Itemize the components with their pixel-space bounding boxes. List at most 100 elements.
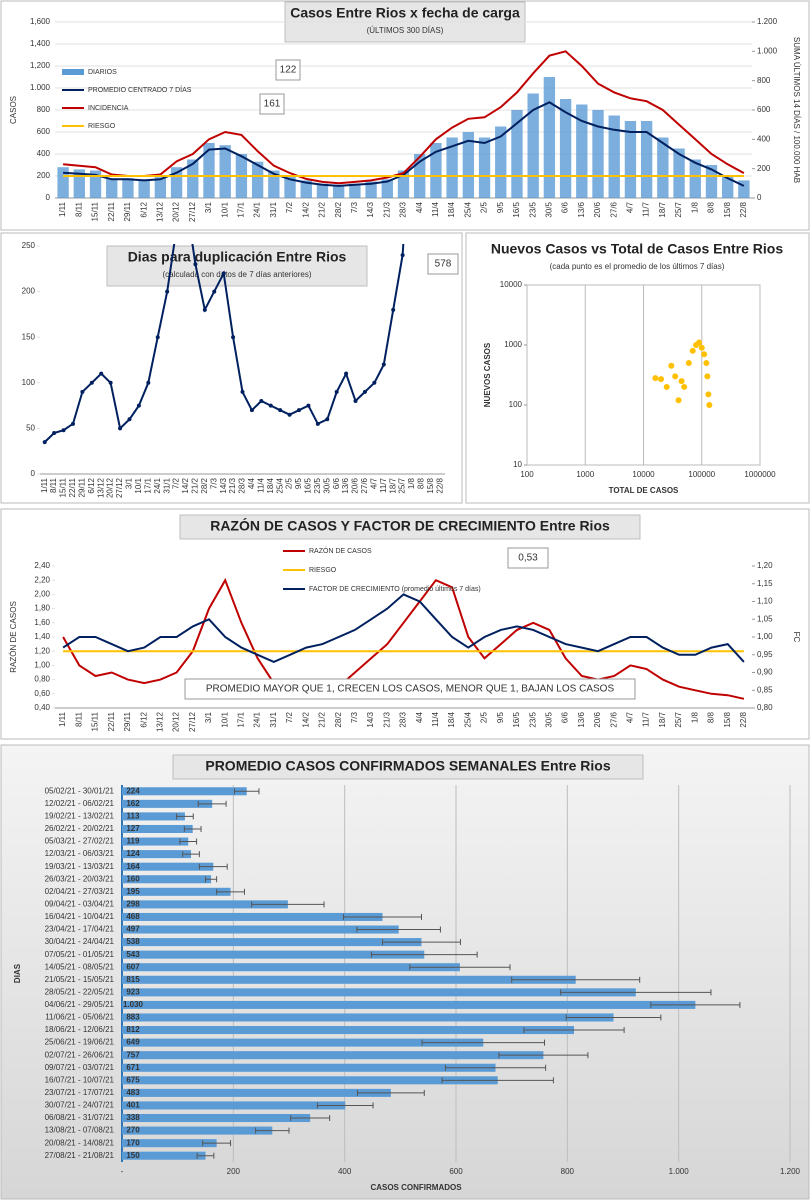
y-tick-label: 28/05/21 - 22/05/21 [45, 987, 115, 996]
annotation: 578 [435, 259, 452, 270]
x-axis-label: TOTAL DE CASOS [609, 486, 679, 495]
point [42, 440, 47, 445]
x-tick-label: 14/2 [301, 711, 310, 727]
x-tick-label: 10/1 [220, 201, 229, 217]
y2-tick-label: 1,15 [757, 579, 773, 588]
bar [122, 925, 399, 934]
x-tick-label: 14/3 [366, 201, 375, 217]
bar [300, 180, 312, 198]
x-tick-label: 20/12 [172, 711, 181, 732]
y-tick-label: 1,60 [34, 618, 50, 627]
x-tick-label: 3/1 [204, 711, 213, 723]
y-tick-label: 0 [31, 469, 36, 478]
x-tick-label: 16/5 [512, 201, 521, 217]
bar [122, 1088, 391, 1097]
point [306, 403, 311, 408]
x-tick-label: 8/8 [707, 711, 716, 723]
bar [57, 167, 69, 198]
x-tick-label: 8/11 [74, 711, 83, 727]
y2-tick-label: 1,00 [757, 632, 773, 641]
x-tick-label: 11/7 [642, 711, 651, 727]
y-tick-label: 0,80 [34, 675, 50, 684]
x-tick-label: 100 [520, 470, 534, 479]
point [231, 335, 236, 340]
annotation-box [275, 59, 301, 81]
x-tick-label: 2/5 [480, 201, 489, 213]
y2-tick-label: 0,85 [757, 685, 773, 694]
x-tick-label: 27/6 [609, 201, 618, 217]
x-tick-label: 25/4 [463, 711, 472, 727]
x-tick-label: 27/12 [115, 477, 124, 498]
point [287, 412, 292, 417]
x-tick-label: 9/5 [294, 477, 303, 489]
x-tick-label: 4/7 [626, 711, 635, 723]
point [240, 389, 245, 394]
value-label: 607 [126, 962, 140, 971]
x-tick-label: 7/3 [350, 711, 359, 723]
y-axis-label: CASOS [9, 96, 18, 124]
y-tick-label: 09/04/21 - 03/04/21 [45, 899, 115, 908]
point [80, 389, 85, 394]
annotation-box [184, 678, 636, 700]
x-tick-label: 28/2 [334, 711, 343, 727]
x-tick-label: 18/7 [658, 711, 667, 727]
x-tick-label: 28/2 [200, 477, 209, 493]
x-tick-label: 30/5 [544, 711, 553, 727]
x-tick-label: 1000 [576, 470, 594, 479]
y-tick-label: 02/04/21 - 27/03/21 [45, 887, 115, 896]
x-tick-label: 23/5 [313, 477, 322, 493]
bar [122, 912, 383, 921]
bar [316, 183, 329, 198]
bar [559, 99, 572, 198]
bar [122, 862, 214, 871]
y-tick-label: 21/05/21 - 15/05/21 [45, 975, 115, 984]
line [63, 101, 745, 187]
bar [122, 1000, 696, 1009]
value-label: 224 [126, 786, 140, 795]
y-tick-label: 16/04/21 - 10/04/21 [45, 912, 115, 921]
point [202, 307, 207, 312]
x-tick-label: 14/2 [181, 477, 190, 493]
x-tick-label: 400 [338, 1167, 352, 1176]
x-tick-label: 6/12 [139, 201, 148, 217]
value-label: 538 [126, 937, 140, 946]
x-tick-label: 11/4 [256, 477, 265, 493]
bar [251, 161, 264, 198]
bar [397, 170, 410, 198]
bar [122, 1126, 273, 1135]
bar [122, 900, 288, 909]
chart-title: Casos Entre Rios x fecha de carga [290, 5, 520, 21]
x-tick-label: 30/5 [322, 477, 331, 493]
bar [122, 850, 192, 859]
x-tick-label: 7/3 [350, 201, 359, 213]
y-tick-label: 1,400 [30, 39, 51, 48]
x-tick-label: 20/6 [351, 477, 360, 493]
bar [89, 170, 102, 198]
y-tick-label: 1,20 [34, 646, 50, 655]
x-tick-label: 11/7 [379, 477, 388, 493]
value-label: 815 [126, 975, 140, 984]
x-tick-label: 1000000 [744, 470, 776, 479]
x-tick-label: 13/12 [155, 201, 164, 222]
point [668, 362, 675, 369]
y2-axis-label: FC [792, 632, 801, 643]
y-tick-label: 10000 [500, 280, 523, 289]
value-label: 757 [126, 1050, 140, 1059]
x-tick-label: 22/11 [107, 201, 116, 221]
y-tick-label: 12/03/21 - 06/03/21 [45, 849, 115, 858]
x-tick-label: 17/1 [143, 477, 152, 493]
x-tick-label: 9/5 [496, 711, 505, 723]
value-label: 1.030 [123, 1000, 144, 1009]
x-tick-label: 24/1 [253, 711, 262, 727]
point [315, 421, 320, 426]
x-tick-label: 22/8 [435, 477, 444, 493]
point [334, 389, 339, 394]
line [44, 244, 405, 443]
y-tick-label: 1000 [504, 340, 522, 349]
annotation: 161 [264, 99, 281, 110]
x-tick-label: 11/7 [642, 201, 651, 217]
y2-tick-label: 200 [757, 164, 771, 173]
bar [462, 132, 475, 198]
value-label: 195 [126, 887, 140, 896]
y-tick-label: 14/05/21 - 08/05/21 [45, 962, 115, 971]
